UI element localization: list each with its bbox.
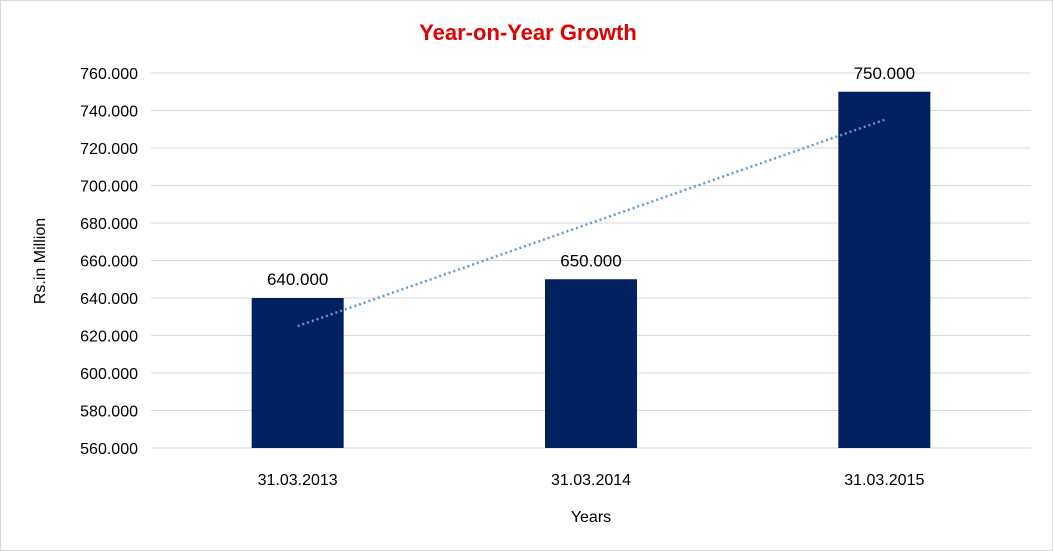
data-label: 750.000 bbox=[854, 64, 915, 83]
y-tick-label: 640.000 bbox=[80, 291, 138, 308]
data-label: 640.000 bbox=[267, 270, 328, 289]
bar bbox=[838, 91, 931, 448]
y-tick-label: 680.000 bbox=[80, 216, 138, 233]
y-tick-label: 760.000 bbox=[80, 66, 138, 83]
y-tick-label: 700.000 bbox=[80, 179, 138, 196]
y-tick-label: 620.000 bbox=[80, 329, 138, 346]
chart-title: Year-on-Year Growth bbox=[419, 20, 637, 45]
data-label: 650.000 bbox=[560, 251, 621, 270]
y-tick-label: 580.000 bbox=[80, 404, 138, 421]
labels: 560.000 580.000 600.000 620.000 640.000 660.0… bbox=[80, 64, 924, 489]
x-axis-title: Years bbox=[571, 509, 611, 526]
y-tick-label: 600.000 bbox=[80, 366, 138, 383]
y-axis-title: Rs.in Million bbox=[32, 218, 49, 304]
bar bbox=[545, 279, 637, 448]
y-tick-label: 660.000 bbox=[80, 254, 138, 271]
y-tick-label: 720.000 bbox=[80, 141, 138, 158]
trendline bbox=[297, 118, 885, 328]
y-tick-label: 560.000 bbox=[80, 441, 138, 458]
bars bbox=[251, 91, 931, 448]
y-tick-label: 740.000 bbox=[80, 104, 138, 121]
x-tick-label: 31.03.2014 bbox=[551, 472, 631, 489]
bar bbox=[251, 298, 344, 448]
x-tick-label: 31.03.2015 bbox=[844, 472, 924, 489]
trendline-layer bbox=[297, 118, 885, 328]
x-tick-label: 31.03.2013 bbox=[258, 472, 338, 489]
